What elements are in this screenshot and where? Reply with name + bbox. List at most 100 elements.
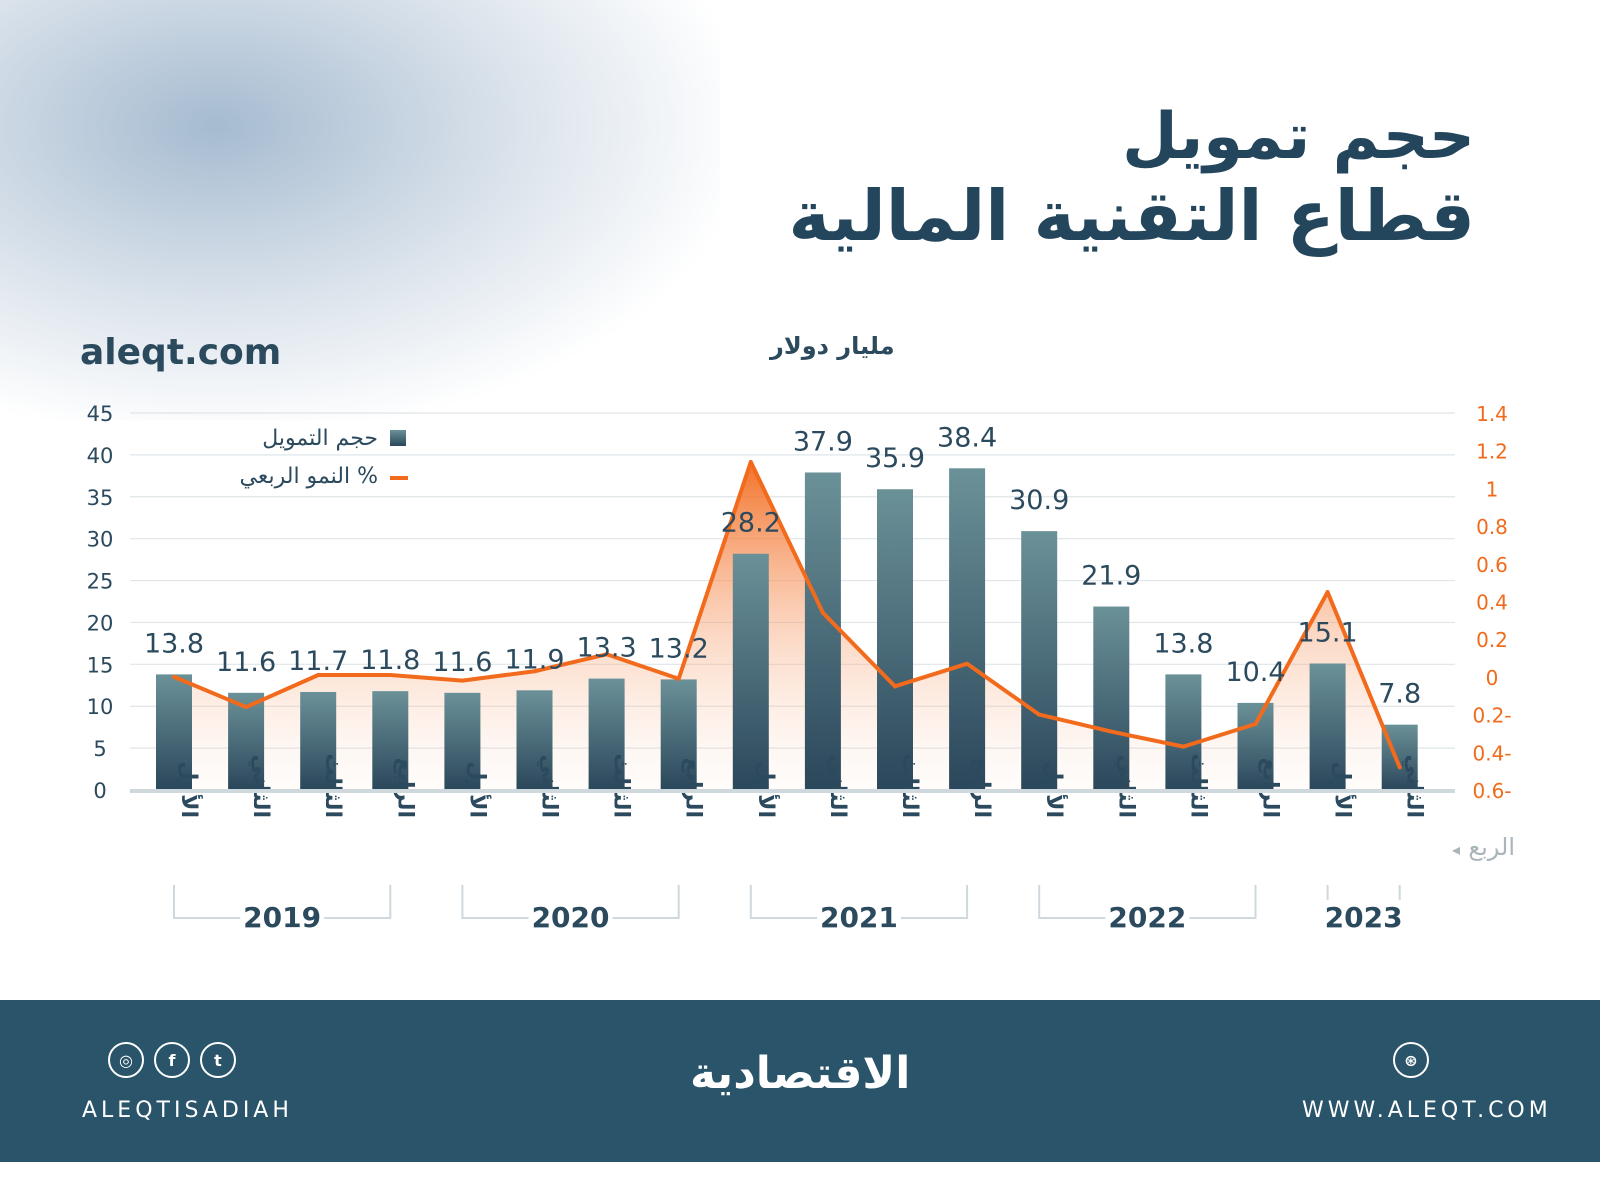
left-tick-label: 15 [87,653,114,677]
bar [372,691,409,790]
left-tick-label: 10 [87,695,114,719]
growth-point [1181,744,1186,749]
bar-value-label: 21.9 [1081,561,1141,592]
left-tick-label: 30 [87,528,114,552]
left-tick-label: 45 [87,402,114,426]
growth-point [532,669,537,674]
right-tick-label: 0.4- [1472,741,1511,765]
quarter-tick-label: الثالث [1185,753,1210,818]
dribbble-icon[interactable]: ⊛ [1393,1042,1429,1078]
chart: 13.8الأول11.6الثاني11.7الثالث11.8الرابع1… [87,402,1515,934]
growth-line [173,460,1402,769]
instagram-icon[interactable]: ◎ [108,1042,144,1078]
bar [300,691,337,790]
bar-value-label: 38.4 [937,422,997,453]
bar [444,692,481,790]
growth-point [172,674,176,679]
year-label-bg [816,900,901,930]
bar [660,679,697,790]
quarter-tick-label: الثالث [897,753,922,818]
quarter-tick-label: الرابع [681,758,706,818]
bar-value-label: 11.6 [432,647,492,678]
year-label-bg [1105,900,1190,930]
quarter-tick-label: الرابع [969,758,994,818]
right-tick-label: 0.4 [1476,591,1508,615]
x-axis-label: الربع [1468,833,1515,861]
bar [804,472,841,790]
quarter-tick-label: الثالث [320,753,345,818]
legend-bar-label: حجم التمويل [262,426,378,451]
quarter-tick-label: الرابع [1258,758,1283,818]
left-tick-label: 40 [87,444,114,468]
bar-value-label: 13.2 [649,633,709,664]
bar-value-label: 13.3 [577,633,637,664]
bar [1021,531,1058,790]
bar-value-label: 35.9 [865,443,925,474]
growth-point [820,610,825,615]
growth-point [604,652,609,657]
logo: الاقتصادية [690,1048,911,1099]
bar-value-label: 11.7 [288,646,348,677]
twitter-icon[interactable]: t [200,1042,236,1078]
left-tick-label: 0 [93,779,106,803]
bar-value-label: 7.8 [1378,679,1421,710]
unit-label: مليار دولار [770,332,895,360]
footer-website[interactable]: WWW.ALEQT.COM [1302,1098,1552,1123]
bar [732,553,769,790]
legend: حجم التمويل النمو الربعي % [240,426,408,489]
quarter-tick-label: الثاني [1113,754,1138,818]
growth-point [1253,722,1258,727]
growth-point [388,673,393,678]
growth-point [965,661,970,666]
footer: ◎ f t ALEQTISADIAH الاقتصادية ⊛ WWW.ALEQ… [0,1000,1600,1162]
left-tick-label: 35 [87,486,114,510]
growth-point [244,705,249,710]
growth-point [748,460,753,465]
growth-point [1109,729,1114,734]
left-tick-label: 20 [87,611,114,635]
right-tick-label: 0.6 [1476,553,1508,577]
right-tick-label: 1.4 [1476,402,1508,426]
arrow-left-icon: ◂ [1452,840,1460,859]
bar [877,489,913,790]
title-line-1: حجم تمويل [1122,100,1475,174]
quarter-tick-label: الثاني [825,754,850,818]
year-label-bg [528,900,613,930]
growth-point [1325,590,1330,595]
bar-value-label: 28.2 [721,508,781,539]
right-tick-label: 1 [1486,477,1499,501]
bar [588,678,625,790]
growth-point [1397,765,1402,770]
bar-value-label: 15.1 [1298,617,1358,648]
year-label: 2023 [1325,901,1403,934]
quarter-tick-label: الرابع [392,758,417,818]
right-tick-label: 0.2 [1476,628,1508,652]
right-tick-label: 1.2 [1476,440,1508,464]
quarter-tick-label: الثالث [609,753,634,818]
bar-value-label: 37.9 [793,426,853,457]
year-label: 2022 [1108,901,1186,934]
legend-line-swatch [390,476,408,480]
bar-value-label: 11.9 [504,644,564,675]
bar [516,690,553,790]
left-tick-label: 25 [87,570,114,594]
bar-value-label: 13.8 [144,628,204,659]
bar [156,674,192,790]
year-label-bg [1321,900,1406,930]
bar-value-label: 11.8 [360,645,420,676]
growth-area [174,462,1400,790]
year-label-bg [240,900,325,930]
social-links: ◎ f t [108,1042,236,1078]
bar [1237,702,1274,790]
facebook-icon[interactable]: f [154,1042,190,1078]
right-tick-label: 0.8 [1476,515,1508,539]
bar-value-label: 30.9 [1009,485,1069,516]
growth-point [1037,712,1042,717]
quarter-tick-label: الثاني [537,754,562,818]
bar [1165,674,1202,790]
right-tick-label: 0 [1486,666,1499,690]
quarter-tick-label: الثاني [1402,754,1427,818]
growth-point [676,676,681,681]
growth-point [893,684,897,689]
title-line-2: قطاع التقنية المالية [788,175,1476,257]
